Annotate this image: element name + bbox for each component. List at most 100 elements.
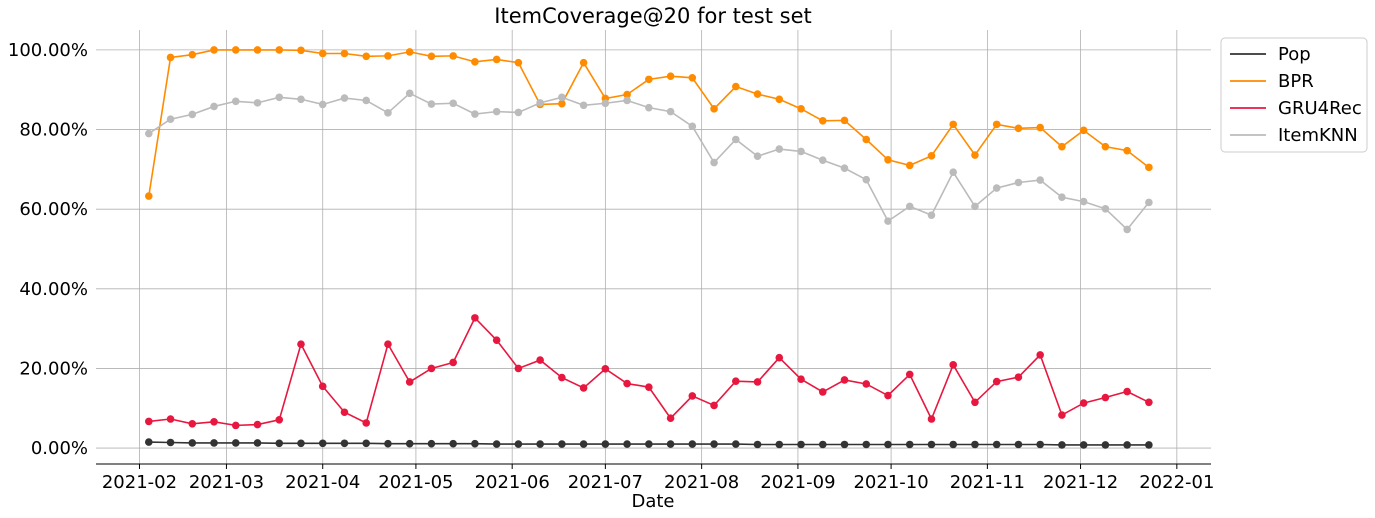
- data-point-gru4rec: [623, 379, 631, 388]
- data-point-itemknn: [971, 202, 979, 211]
- data-point-pop: [840, 440, 849, 449]
- data-point-bpr: [1079, 126, 1088, 135]
- data-point-pop: [905, 440, 914, 449]
- data-point-gru4rec: [558, 373, 566, 382]
- data-point-bpr: [340, 49, 349, 58]
- data-point-gru4rec: [1123, 387, 1131, 396]
- data-point-bpr: [318, 49, 327, 58]
- data-point-gru4rec: [514, 364, 523, 373]
- data-point-pop: [1123, 441, 1131, 449]
- data-point-gru4rec: [840, 376, 849, 384]
- axes: 2021-02 2021-03 2021-04 2021-05 2021-06 2021-…: [8, 40, 1215, 493]
- data-point-gru4rec: [1079, 399, 1088, 407]
- data-point-gru4rec: [1014, 373, 1023, 382]
- data-point-itemknn: [275, 93, 284, 102]
- data-point-itemknn: [188, 110, 197, 119]
- data-point-itemknn: [362, 96, 371, 105]
- data-point-pop: [384, 439, 392, 448]
- data-point-bpr: [1036, 123, 1044, 132]
- data-point-gru4rec: [688, 392, 697, 400]
- data-point-pop: [427, 439, 436, 448]
- data-point-itemknn: [405, 89, 414, 98]
- data-point-gru4rec: [927, 415, 936, 423]
- data-point-pop: [1014, 440, 1023, 449]
- data-point-pop: [775, 440, 784, 449]
- data-point-bpr: [144, 192, 153, 200]
- data-point-pop: [797, 440, 805, 449]
- legend: Pop BPR GRU4Rec ItemKNN: [1220, 37, 1368, 153]
- data-point-itemknn: [884, 217, 892, 225]
- y-tick-label: 100.00%: [8, 40, 88, 61]
- x-tick-label: 2021-09: [760, 472, 835, 493]
- x-tick-label: 2021-04: [285, 472, 360, 493]
- legend-label-gru4rec: GRU4Rec: [1278, 98, 1362, 119]
- data-point-pop: [1036, 440, 1044, 449]
- data-point-itemknn: [579, 101, 588, 110]
- data-point-itemknn: [514, 108, 523, 117]
- data-point-gru4rec: [710, 401, 718, 410]
- data-point-pop: [753, 440, 762, 449]
- data-point-gru4rec: [1058, 411, 1066, 419]
- data-point-bpr: [840, 116, 849, 125]
- chart-title: ItemCoverage@20 for test set: [494, 4, 811, 28]
- data-point-bpr: [1101, 142, 1110, 151]
- data-point-itemknn: [166, 115, 175, 123]
- data-point-itemknn: [732, 135, 740, 144]
- data-point-itemknn: [558, 93, 566, 102]
- data-point-bpr: [797, 105, 805, 113]
- data-point-gru4rec: [253, 420, 262, 429]
- data-point-bpr: [688, 73, 697, 82]
- data-point-bpr: [645, 75, 653, 84]
- data-point-pop: [862, 440, 871, 449]
- data-point-bpr: [884, 156, 892, 164]
- data-point-gru4rec: [1036, 351, 1044, 359]
- data-point-gru4rec: [971, 398, 979, 407]
- data-point-pop: [1145, 441, 1153, 449]
- data-point-pop: [253, 439, 262, 447]
- x-tick-label: 2021-03: [189, 472, 264, 493]
- data-point-bpr: [558, 99, 566, 108]
- data-point-gru4rec: [753, 378, 762, 386]
- data-point-pop: [536, 440, 544, 448]
- series-gru4rec: [144, 314, 1153, 430]
- x-tick-label: 2021-10: [853, 472, 928, 493]
- data-point-gru4rec: [666, 414, 675, 423]
- data-point-itemknn: [1036, 176, 1044, 184]
- y-tick-label: 20.00%: [19, 358, 88, 379]
- data-point-itemknn: [666, 107, 675, 116]
- data-point-gru4rec: [905, 370, 914, 379]
- x-tick-label: 2021-12: [1043, 472, 1118, 493]
- data-point-gru4rec: [601, 365, 610, 373]
- data-point-bpr: [775, 95, 784, 104]
- x-tick-label: 2021-05: [378, 472, 453, 493]
- data-point-gru4rec: [949, 361, 958, 369]
- data-point-gru4rec: [818, 388, 827, 396]
- data-point-bpr: [427, 52, 436, 61]
- data-point-pop: [971, 440, 979, 449]
- data-point-itemknn: [601, 99, 610, 108]
- data-point-itemknn: [536, 99, 544, 107]
- x-tick-label: 2022-01: [1139, 472, 1214, 493]
- x-axis-title: Date: [631, 491, 674, 512]
- data-point-pop: [231, 439, 240, 447]
- data-point-bpr: [405, 48, 414, 56]
- data-point-pop: [362, 439, 371, 448]
- data-point-itemknn: [905, 202, 914, 211]
- data-point-pop: [992, 440, 1001, 449]
- data-point-bpr: [1123, 146, 1131, 155]
- series-pop: [144, 438, 1153, 449]
- data-point-bpr: [166, 53, 175, 62]
- data-point-gru4rec: [210, 417, 218, 426]
- data-point-pop: [579, 440, 588, 448]
- data-point-gru4rec: [318, 382, 327, 391]
- data-point-itemknn: [297, 95, 305, 104]
- data-point-gru4rec: [884, 391, 892, 400]
- data-point-bpr: [732, 82, 740, 91]
- data-point-itemknn: [840, 164, 849, 172]
- data-point-bpr: [384, 52, 392, 60]
- data-point-gru4rec: [231, 421, 240, 430]
- data-point-gru4rec: [471, 314, 479, 322]
- data-point-bpr: [1014, 124, 1023, 133]
- data-point-itemknn: [927, 211, 936, 219]
